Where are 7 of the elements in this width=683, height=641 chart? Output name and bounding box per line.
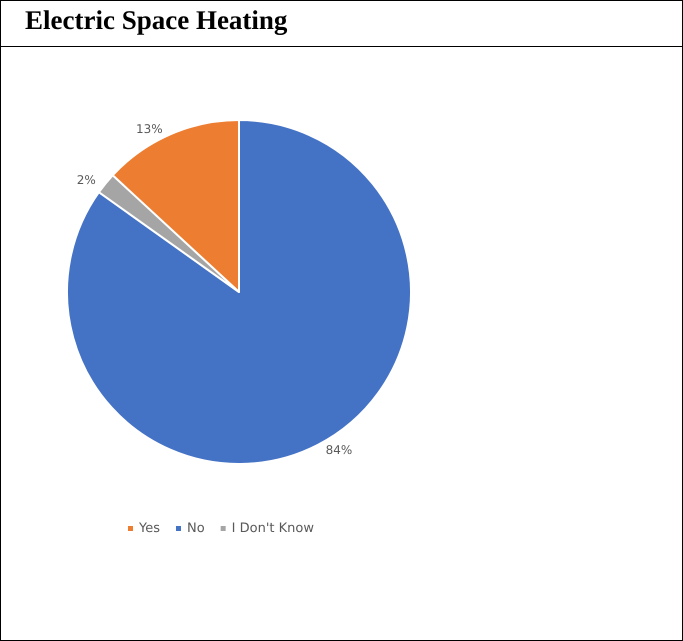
legend-label: No xyxy=(186,521,205,536)
legend-label: I Don't Know xyxy=(232,521,314,536)
chart-title: Electric Space Heating xyxy=(1,1,682,47)
data-label: 13% xyxy=(136,122,163,136)
legend-label: Yes xyxy=(138,521,160,536)
data-label: 2% xyxy=(76,172,96,187)
data-label: 84% xyxy=(326,443,352,458)
